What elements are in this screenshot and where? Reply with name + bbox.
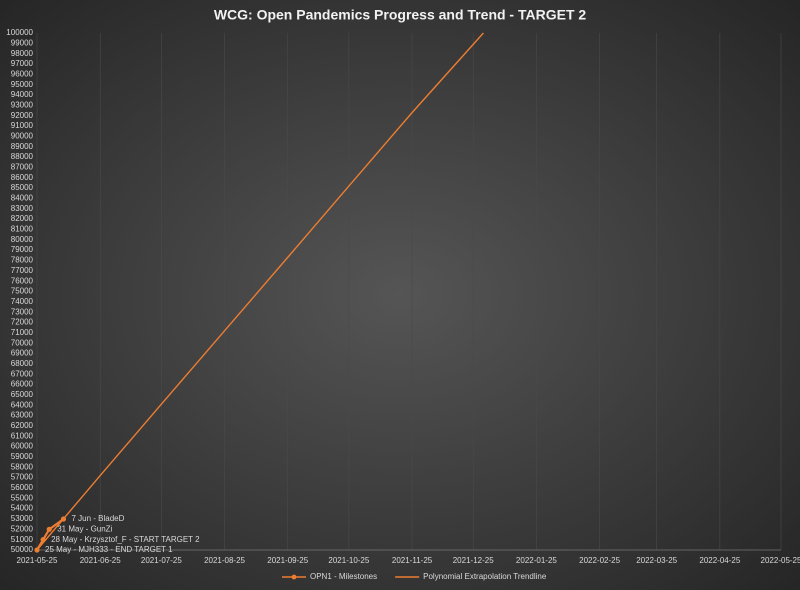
x-tick-label: 2021-09-25: [267, 556, 308, 565]
x-tick-label: 2022-05-25: [761, 556, 800, 565]
y-tick-label: 84000: [11, 194, 34, 203]
y-tick-label: 100000: [6, 28, 33, 37]
y-tick-label: 73000: [11, 307, 34, 316]
y-tick-label: 71000: [11, 328, 34, 337]
y-tick-label: 67000: [11, 369, 34, 378]
x-tick-label: 2022-01-25: [516, 556, 557, 565]
y-tick-label: 85000: [11, 183, 34, 192]
y-tick-label: 98000: [11, 49, 34, 58]
y-tick-label: 76000: [11, 276, 34, 285]
chart-title: WCG: Open Pandemics Progress and Trend -…: [214, 7, 587, 23]
series-line: [36, 32, 484, 551]
y-tick-label: 81000: [11, 225, 34, 234]
y-tick-label: 60000: [11, 442, 34, 451]
x-tick-label: 2022-02-25: [579, 556, 620, 565]
y-tick-label: 64000: [11, 400, 34, 409]
y-tick-label: 70000: [11, 338, 34, 347]
y-tick-label: 89000: [11, 142, 34, 151]
point-label: 28 May - Krzysztof_F - START TARGET 2: [51, 535, 200, 544]
x-tick-label: 2022-03-25: [636, 556, 677, 565]
y-tick-label: 82000: [11, 214, 34, 223]
y-tick-label: 93000: [11, 100, 34, 109]
y-tick-label: 96000: [11, 69, 34, 78]
legend-label: OPN1 - Milestones: [310, 572, 377, 581]
series-line: [36, 518, 65, 551]
y-tick-label: 77000: [11, 266, 34, 275]
y-tick-label: 94000: [11, 90, 34, 99]
point-label: 25 May - MJH333 - END TARGET 1: [45, 545, 173, 554]
y-tick-label: 90000: [11, 132, 34, 141]
y-tick-label: 68000: [11, 359, 34, 368]
x-tick-label: 2021-08-25: [204, 556, 245, 565]
x-tick-label: 2021-11-25: [392, 556, 433, 565]
y-tick-label: 87000: [11, 163, 34, 172]
y-tick-label: 65000: [11, 390, 34, 399]
x-tick-label: 2021-06-25: [80, 556, 121, 565]
y-tick-label: 78000: [11, 256, 34, 265]
y-tick-label: 58000: [11, 462, 34, 471]
y-tick-label: 79000: [11, 245, 34, 254]
y-tick-label: 63000: [11, 411, 34, 420]
x-tick-label: 2021-10-25: [328, 556, 369, 565]
y-tick-label: 72000: [11, 318, 34, 327]
y-tick-label: 95000: [11, 80, 34, 89]
x-tick-label: 2021-07-25: [141, 556, 182, 565]
y-tick-label: 56000: [11, 483, 34, 492]
y-tick-label: 54000: [11, 504, 34, 513]
y-tick-label: 55000: [11, 493, 34, 502]
y-tick-label: 57000: [11, 473, 34, 482]
y-tick-label: 61000: [11, 431, 34, 440]
y-tick-label: 80000: [11, 235, 34, 244]
legend-label: Polynomial Extrapolation Trendline: [423, 572, 547, 581]
y-tick-label: 50000: [11, 545, 34, 554]
y-tick-label: 99000: [11, 38, 34, 47]
y-tick-label: 52000: [11, 524, 34, 533]
y-tick-label: 83000: [11, 204, 34, 213]
y-tick-label: 75000: [11, 287, 34, 296]
y-tick-label: 86000: [11, 173, 34, 182]
point-label: 31 May - GunZi: [57, 524, 112, 533]
y-tick-label: 74000: [11, 297, 34, 306]
y-tick-label: 88000: [11, 152, 34, 161]
y-tick-label: 62000: [11, 421, 34, 430]
marker: [46, 526, 52, 532]
y-tick-label: 69000: [11, 349, 34, 358]
point-label: 7 Jun - BladeD: [71, 514, 124, 523]
y-tick-label: 51000: [11, 535, 34, 544]
y-tick-label: 92000: [11, 111, 34, 120]
y-tick-label: 59000: [11, 452, 34, 461]
y-tick-label: 66000: [11, 380, 34, 389]
y-tick-label: 91000: [11, 121, 34, 130]
x-tick-label: 2022-04-25: [699, 556, 740, 565]
y-tick-label: 53000: [11, 514, 34, 523]
x-tick-label: 2021-05-25: [17, 556, 58, 565]
x-tick-label: 2021-12-25: [453, 556, 494, 565]
legend-marker: [291, 574, 297, 580]
y-tick-label: 97000: [11, 59, 34, 68]
